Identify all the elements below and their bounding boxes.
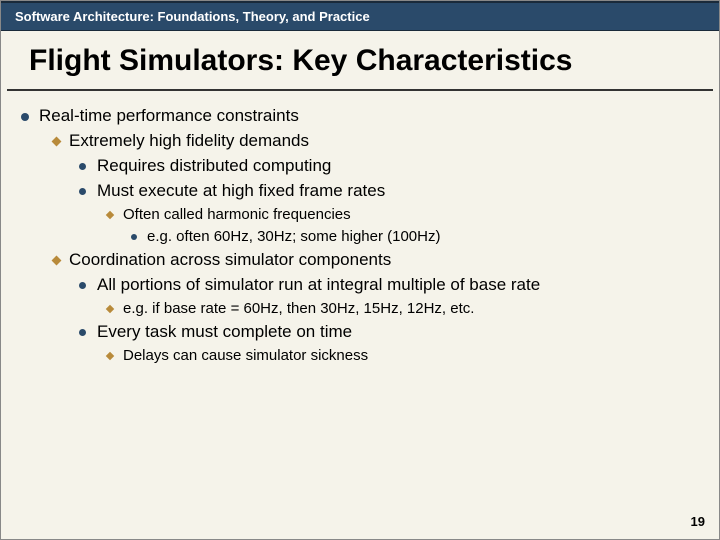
- bullet-l3: Every task must complete on time: [17, 321, 703, 344]
- bullet-l2: Coordination across simulator components: [17, 249, 703, 272]
- bullet-l3: All portions of simulator run at integra…: [17, 274, 703, 297]
- bullet-l1: Real-time performance constraints: [17, 105, 703, 128]
- bullet-l4: Delays can cause simulator sickness: [17, 346, 703, 366]
- bullet-l3: Requires distributed computing: [17, 155, 703, 178]
- bullet-l4: Often called harmonic frequencies: [17, 205, 703, 225]
- slide-content: Real-time performance constraints Extrem…: [1, 91, 719, 367]
- bullet-l2: Extremely high fidelity demands: [17, 130, 703, 153]
- bullet-l3: Must execute at high fixed frame rates: [17, 180, 703, 203]
- bullet-l4: e.g. if base rate = 60Hz, then 30Hz, 15H…: [17, 299, 703, 319]
- bullet-l5: e.g. often 60Hz, 30Hz; some higher (100H…: [17, 227, 703, 247]
- slide-header: Software Architecture: Foundations, Theo…: [1, 1, 719, 31]
- page-number: 19: [691, 514, 705, 529]
- slide-title: Flight Simulators: Key Characteristics: [7, 31, 713, 91]
